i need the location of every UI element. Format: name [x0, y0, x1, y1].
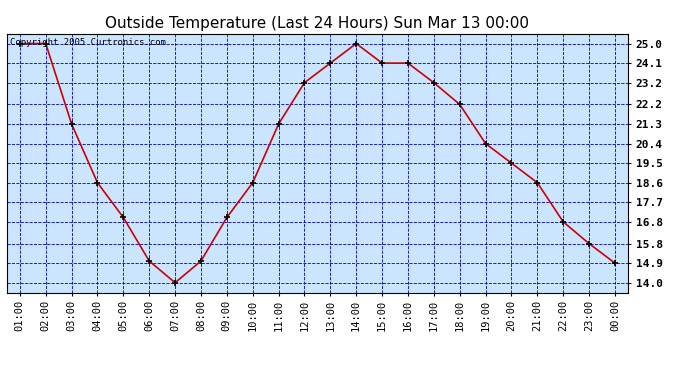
Title: Outside Temperature (Last 24 Hours) Sun Mar 13 00:00: Outside Temperature (Last 24 Hours) Sun … — [106, 16, 529, 31]
Text: Copyright 2005 Curtronics.com: Copyright 2005 Curtronics.com — [10, 38, 166, 46]
